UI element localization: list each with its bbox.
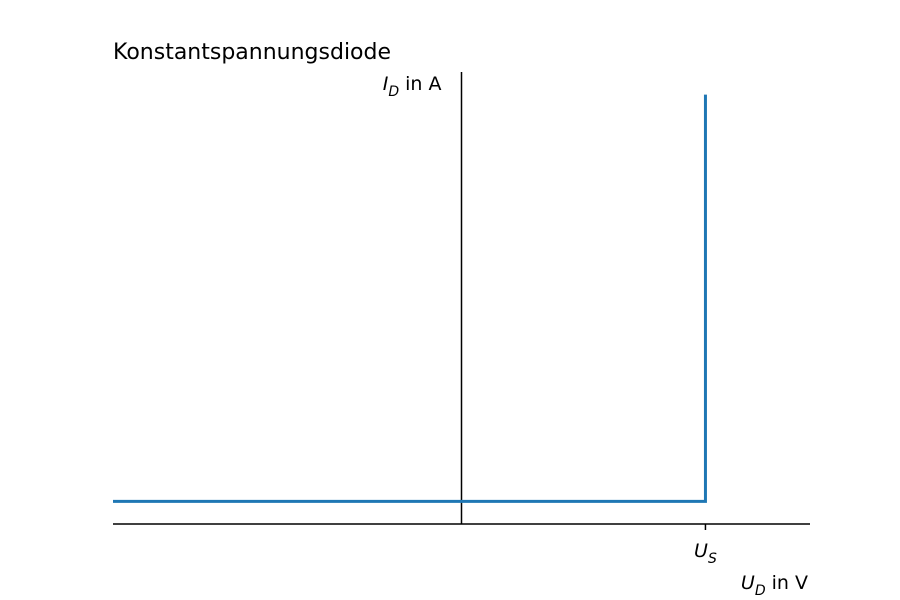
series-line-0 — [113, 94, 707, 503]
x-tick-label-0: US — [694, 540, 717, 567]
x-axis-label-symbol: U — [741, 572, 755, 594]
y-axis-label-symbol: I — [383, 73, 389, 95]
y-axis-label: ID in A — [383, 73, 442, 100]
y-axis-label-unit: in A — [399, 73, 441, 95]
series-layer — [113, 94, 707, 503]
chart-title: Konstantspannungsdiode — [113, 40, 391, 65]
x-axis-label-subscript: D — [755, 583, 766, 599]
tick-layer: US — [694, 524, 717, 567]
x-axis-label: UD in V — [741, 572, 808, 599]
y-axis-label-subscript: D — [388, 84, 399, 100]
x-axis-label-unit: in V — [766, 572, 808, 594]
